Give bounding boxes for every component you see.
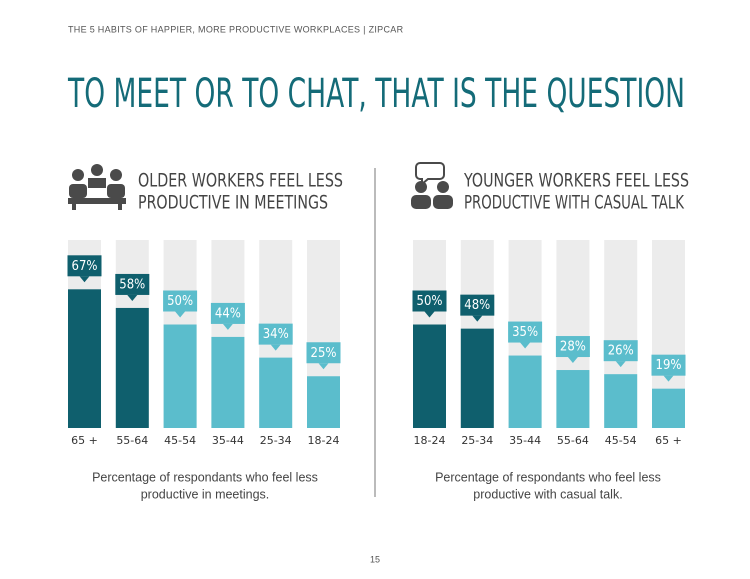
page-title: TO MEET OR TO CHAT, THAT IS THE QUESTION	[67, 71, 685, 117]
x-tick-label: 25-34	[260, 434, 292, 447]
value-label-box	[67, 255, 102, 277]
value-label: 44%	[215, 306, 241, 321]
value-label-pointer	[472, 315, 483, 322]
chart-caption: productive with casual talk.	[473, 487, 622, 501]
x-tick-label: 65 +	[655, 434, 682, 447]
x-tick-label: 45-54	[164, 434, 196, 447]
value-label-box	[651, 354, 686, 376]
chart-caption: Percentage of respondants who feel less	[435, 470, 661, 484]
value-label-box	[115, 273, 150, 295]
value-label-box	[258, 323, 293, 345]
value-label: 28%	[560, 340, 586, 355]
value-label: 35%	[512, 325, 538, 340]
value-label-box	[555, 336, 590, 358]
value-label-pointer	[567, 357, 578, 364]
value-label-pointer	[79, 276, 90, 283]
chart-title: YOUNGER WORKERS FEEL LESS	[463, 170, 689, 192]
x-tick-label: 18-24	[308, 434, 340, 447]
value-label-box	[460, 294, 495, 316]
value-label-pointer	[615, 361, 626, 368]
value-label: 58%	[119, 277, 145, 292]
value-label: 26%	[608, 344, 634, 359]
value-label: 19%	[656, 358, 682, 373]
x-tick-label: 18-24	[414, 434, 446, 447]
value-label: 50%	[167, 294, 193, 309]
bar	[604, 374, 638, 428]
value-label-pointer	[318, 363, 329, 370]
chart-caption: productive in meetings.	[141, 487, 270, 501]
chart-title: PRODUCTIVE WITH CASUAL TALK	[464, 192, 684, 214]
bar	[413, 324, 446, 428]
value-label: 34%	[263, 327, 289, 342]
bar	[163, 324, 197, 428]
bar	[556, 370, 590, 428]
chart-title: PRODUCTIVE IN MEETINGS	[138, 192, 328, 214]
value-label: 50%	[417, 294, 443, 309]
bar	[652, 388, 685, 428]
value-label-pointer	[127, 294, 138, 301]
x-tick-label: 55-64	[116, 434, 148, 447]
value-label-box	[163, 290, 198, 312]
bar	[68, 289, 101, 428]
chart-caption: Percentage of respondants who feel less	[92, 470, 318, 484]
page-number: 15	[370, 554, 380, 564]
bar	[115, 307, 149, 428]
x-tick-label: 25-34	[461, 434, 493, 447]
value-label-pointer	[663, 375, 674, 382]
x-tick-label: 35-44	[509, 434, 541, 447]
bar	[307, 376, 340, 428]
value-label-pointer	[270, 344, 281, 351]
bar	[460, 328, 494, 428]
value-label-box	[508, 321, 543, 343]
bar	[259, 357, 293, 428]
value-label-box	[412, 290, 447, 312]
x-tick-label: 45-54	[605, 434, 637, 447]
value-label-pointer	[520, 342, 531, 349]
value-label-box	[210, 302, 245, 324]
x-tick-label: 35-44	[212, 434, 244, 447]
value-label: 48%	[464, 298, 490, 313]
value-label: 67%	[72, 259, 98, 274]
value-label-pointer	[175, 311, 186, 318]
header: THE 5 HABITS OF HAPPIER, MORE PRODUCTIVE…	[68, 24, 404, 34]
x-tick-label: 55-64	[557, 434, 589, 447]
bar	[508, 355, 542, 428]
value-label: 25%	[311, 346, 337, 361]
chart-title: OLDER WORKERS FEEL LESS	[138, 170, 343, 192]
value-label-pointer	[424, 311, 435, 318]
bar	[211, 336, 245, 428]
value-label-pointer	[222, 323, 233, 330]
chat-icon	[411, 162, 453, 209]
value-label-box	[603, 340, 638, 362]
x-tick-label: 65 +	[71, 434, 98, 447]
meeting-icon	[68, 164, 126, 210]
value-label-box	[306, 342, 341, 364]
